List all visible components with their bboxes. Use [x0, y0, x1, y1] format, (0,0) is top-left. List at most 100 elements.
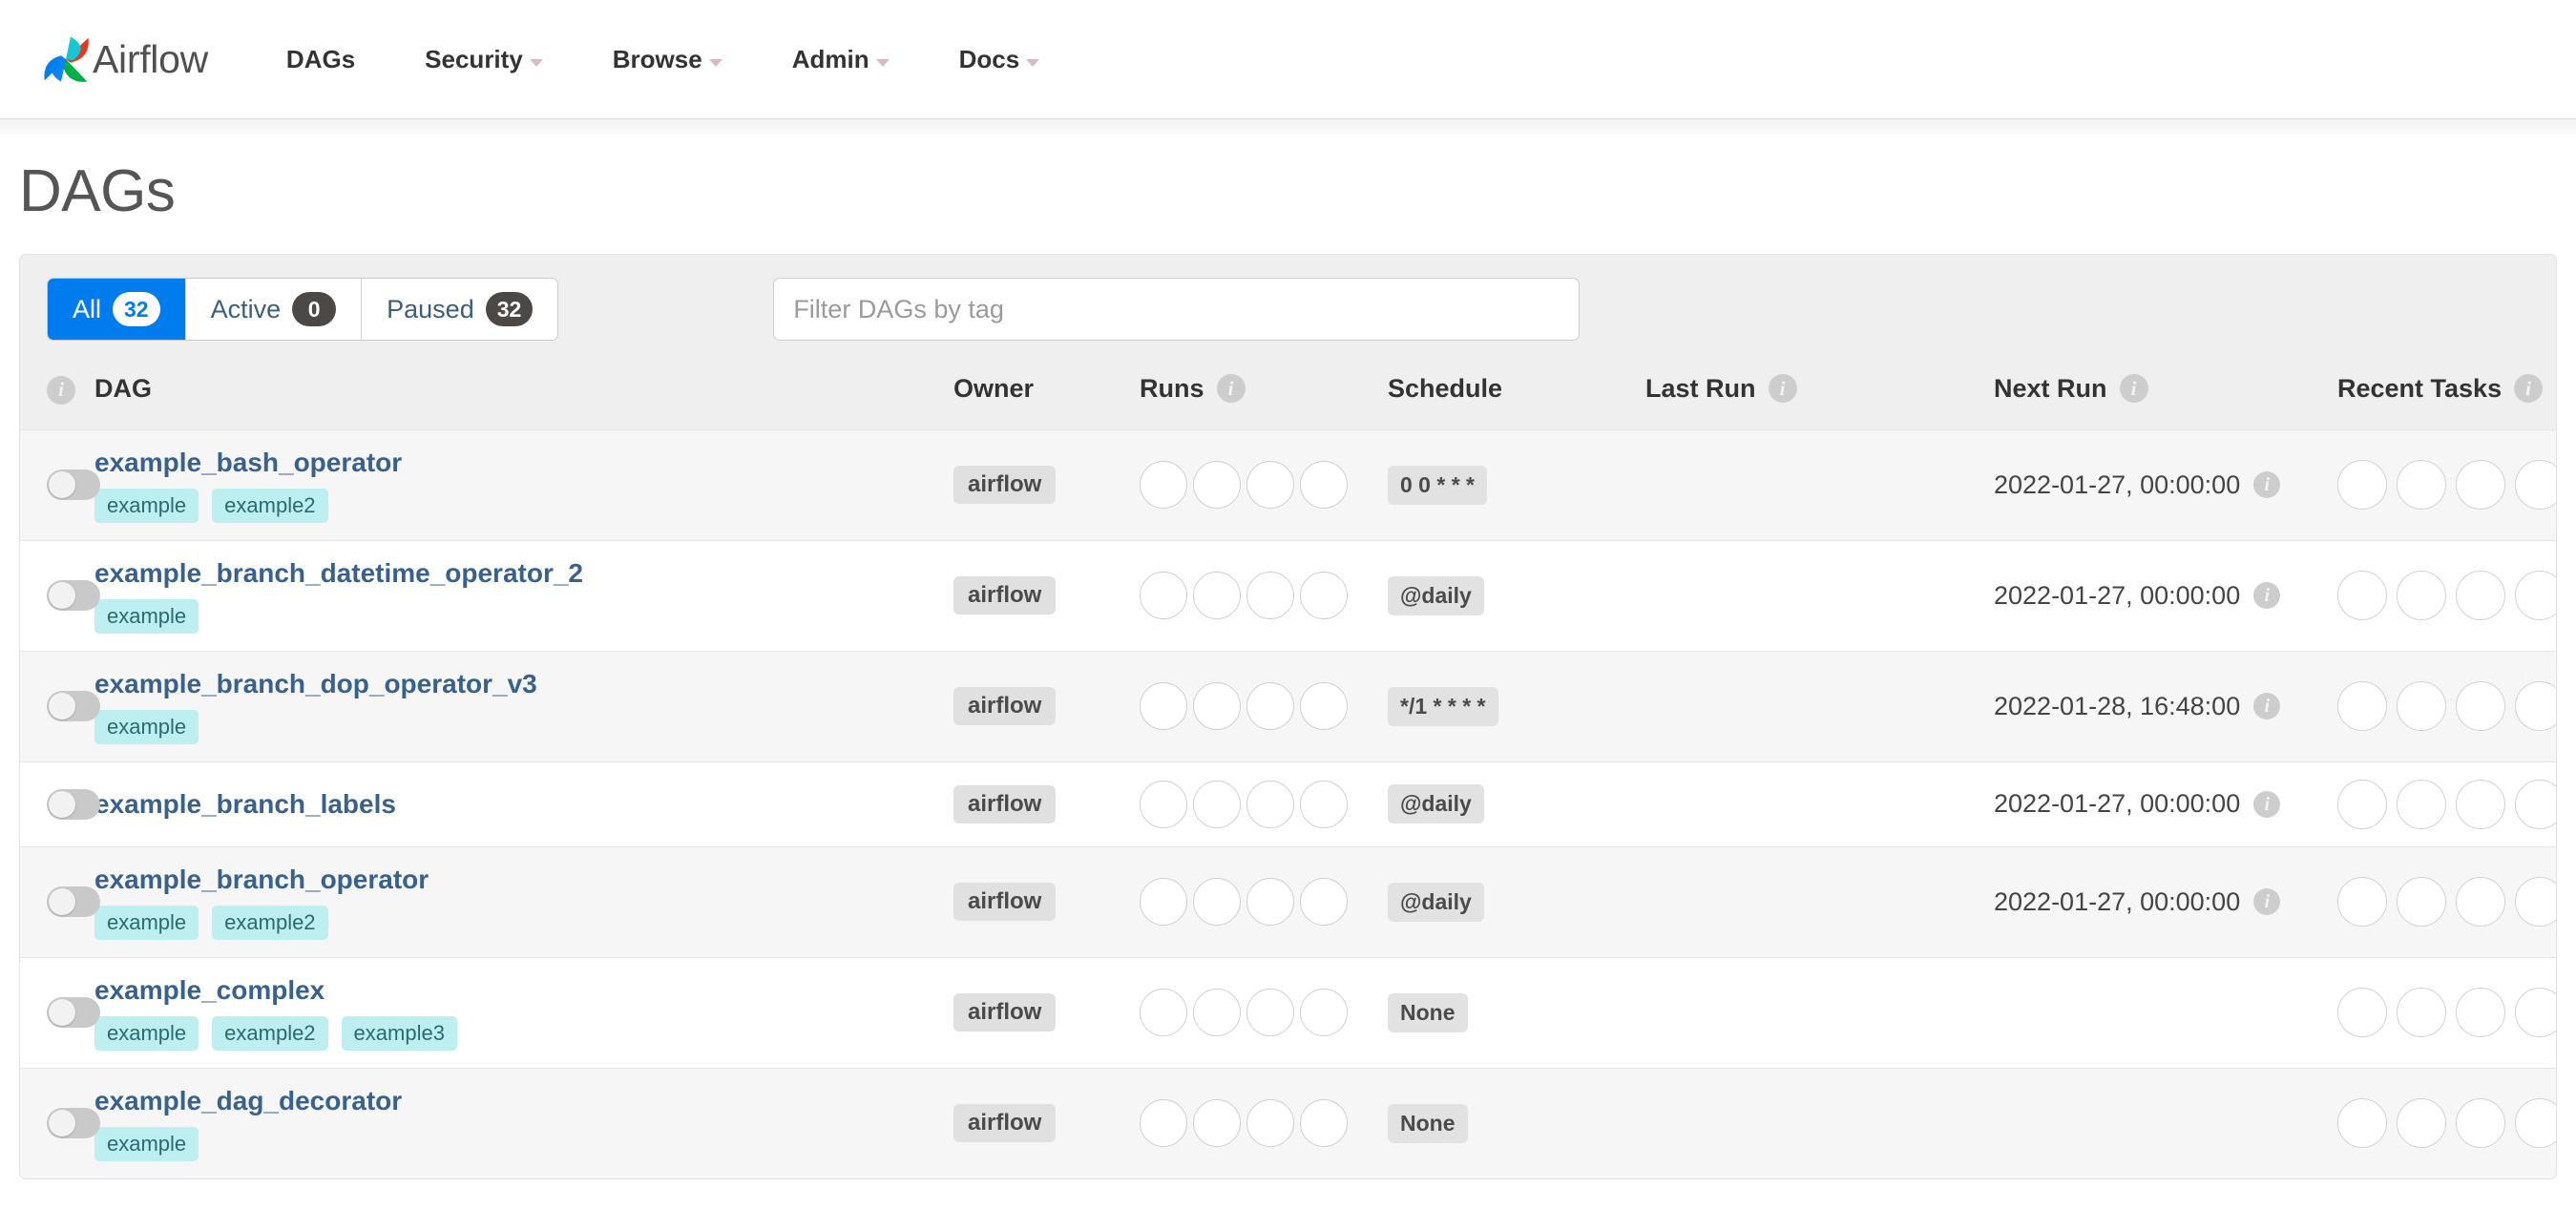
- dag-tag[interactable]: example: [94, 1015, 199, 1051]
- recent-task-circle[interactable]: [2397, 571, 2446, 620]
- header-owner[interactable]: Owner: [953, 362, 1140, 429]
- recent-task-circle[interactable]: [2337, 779, 2387, 829]
- dag-tag[interactable]: example: [94, 598, 199, 634]
- run-status-circle[interactable]: [1300, 1099, 1348, 1147]
- dag-name-link[interactable]: example_bash_operator: [94, 447, 403, 477]
- dag-name-link[interactable]: example_dag_decorator: [94, 1085, 403, 1115]
- dag-pause-toggle[interactable]: [47, 997, 100, 1028]
- dag-pause-toggle[interactable]: [47, 788, 100, 820]
- header-recent-tasks[interactable]: Recent Tasks i: [2337, 362, 2556, 429]
- header-runs[interactable]: Runs i: [1140, 362, 1388, 429]
- recent-task-circle[interactable]: [2397, 1098, 2446, 1148]
- info-icon[interactable]: i: [2253, 888, 2281, 915]
- dag-name-link[interactable]: example_branch_dop_operator_v3: [94, 668, 537, 698]
- info-icon[interactable]: i: [2253, 790, 2281, 818]
- run-status-circle[interactable]: [1140, 572, 1187, 619]
- info-icon[interactable]: i: [47, 375, 75, 405]
- recent-task-circle[interactable]: [2397, 988, 2446, 1037]
- run-status-circle[interactable]: [1193, 878, 1241, 926]
- tab-all[interactable]: All 32: [48, 279, 186, 340]
- recent-task-circle[interactable]: [2456, 988, 2505, 1037]
- run-status-circle[interactable]: [1193, 572, 1241, 619]
- dag-tag[interactable]: example2: [212, 905, 328, 940]
- recent-task-circle[interactable]: [2337, 460, 2387, 510]
- run-status-circle[interactable]: [1300, 780, 1348, 828]
- dag-tag[interactable]: example: [94, 488, 199, 523]
- run-status-circle[interactable]: [1140, 989, 1187, 1036]
- recent-task-circle[interactable]: [2397, 877, 2446, 927]
- dag-pause-toggle[interactable]: [47, 469, 100, 500]
- recent-task-circle[interactable]: [2337, 988, 2387, 1037]
- dag-name-link[interactable]: example_complex: [94, 974, 325, 1005]
- info-icon[interactable]: i: [1768, 374, 1797, 404]
- dag-tag[interactable]: example: [94, 905, 199, 940]
- header-next-run[interactable]: Next Run i: [1994, 362, 2337, 429]
- recent-task-circle[interactable]: [2515, 681, 2556, 731]
- dag-name-link[interactable]: example_branch_labels: [94, 788, 396, 819]
- recent-task-circle[interactable]: [2337, 571, 2387, 620]
- run-status-circle[interactable]: [1193, 461, 1241, 509]
- run-status-circle[interactable]: [1246, 682, 1294, 730]
- run-status-circle[interactable]: [1140, 461, 1187, 509]
- recent-task-circle[interactable]: [2397, 779, 2446, 829]
- dag-tag[interactable]: example: [94, 709, 199, 744]
- nav-item-docs[interactable]: Docs: [946, 35, 1054, 84]
- run-status-circle[interactable]: [1193, 989, 1241, 1036]
- recent-task-circle[interactable]: [2515, 988, 2556, 1037]
- tab-active[interactable]: Active 0: [185, 279, 363, 340]
- recent-task-circle[interactable]: [2337, 1098, 2387, 1148]
- dag-tag[interactable]: example2: [212, 1015, 328, 1051]
- header-last-run[interactable]: Last Run i: [1645, 362, 1994, 429]
- info-icon[interactable]: i: [2514, 374, 2544, 404]
- run-status-circle[interactable]: [1140, 780, 1187, 828]
- run-status-circle[interactable]: [1140, 878, 1187, 926]
- info-icon[interactable]: i: [2253, 693, 2281, 719]
- info-icon[interactable]: i: [2253, 471, 2281, 498]
- recent-task-circle[interactable]: [2337, 877, 2387, 927]
- recent-task-circle[interactable]: [2456, 877, 2505, 927]
- header-schedule[interactable]: Schedule: [1388, 362, 1645, 429]
- nav-item-dags[interactable]: DAGs: [273, 35, 368, 84]
- dag-pause-toggle[interactable]: [47, 1108, 100, 1138]
- run-status-circle[interactable]: [1300, 461, 1348, 509]
- recent-task-circle[interactable]: [2456, 779, 2505, 829]
- run-status-circle[interactable]: [1246, 780, 1294, 828]
- brand-home-link[interactable]: Airflow: [36, 30, 208, 89]
- dag-pause-toggle[interactable]: [47, 580, 100, 611]
- run-status-circle[interactable]: [1246, 989, 1294, 1036]
- nav-item-security[interactable]: Security: [411, 35, 556, 84]
- run-status-circle[interactable]: [1246, 461, 1294, 509]
- dag-name-link[interactable]: example_branch_datetime_operator_2: [94, 557, 583, 588]
- recent-task-circle[interactable]: [2337, 681, 2387, 731]
- recent-task-circle[interactable]: [2515, 1098, 2556, 1148]
- nav-item-admin[interactable]: Admin: [779, 35, 903, 84]
- run-status-circle[interactable]: [1300, 878, 1348, 926]
- filter-dags-by-tag-input[interactable]: [773, 278, 1581, 341]
- dag-tag[interactable]: example: [94, 1126, 199, 1161]
- recent-task-circle[interactable]: [2515, 779, 2556, 829]
- run-status-circle[interactable]: [1193, 780, 1241, 828]
- run-status-circle[interactable]: [1140, 1099, 1187, 1147]
- recent-task-circle[interactable]: [2456, 460, 2505, 510]
- run-status-circle[interactable]: [1193, 1099, 1241, 1147]
- recent-task-circle[interactable]: [2397, 681, 2446, 731]
- run-status-circle[interactable]: [1140, 682, 1187, 730]
- run-status-circle[interactable]: [1246, 572, 1294, 619]
- recent-task-circle[interactable]: [2515, 877, 2556, 927]
- run-status-circle[interactable]: [1193, 682, 1241, 730]
- run-status-circle[interactable]: [1300, 572, 1348, 619]
- recent-task-circle[interactable]: [2456, 571, 2505, 620]
- run-status-circle[interactable]: [1246, 878, 1294, 926]
- dag-pause-toggle[interactable]: [47, 691, 100, 721]
- dag-name-link[interactable]: example_branch_operator: [94, 864, 429, 894]
- info-icon[interactable]: i: [2253, 582, 2281, 609]
- recent-task-circle[interactable]: [2397, 460, 2446, 510]
- dag-tag[interactable]: example2: [212, 488, 328, 523]
- run-status-circle[interactable]: [1246, 1099, 1294, 1147]
- run-status-circle[interactable]: [1300, 989, 1348, 1036]
- info-icon[interactable]: i: [2119, 374, 2148, 404]
- nav-item-browse[interactable]: Browse: [599, 35, 736, 84]
- recent-task-circle[interactable]: [2515, 460, 2556, 510]
- recent-task-circle[interactable]: [2456, 681, 2505, 731]
- run-status-circle[interactable]: [1300, 682, 1348, 730]
